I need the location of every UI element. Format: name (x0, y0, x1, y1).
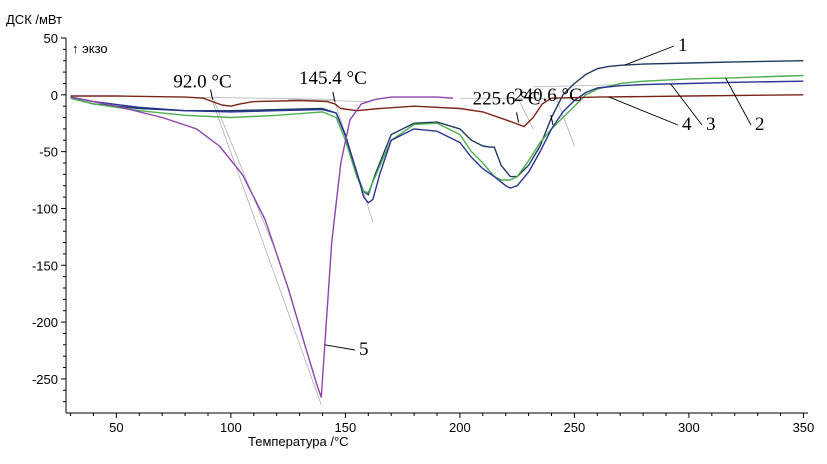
tangent-line (212, 96, 273, 243)
x-tick-label: 350 (793, 420, 815, 435)
curve-number-labels: 1 2 34 5 (324, 35, 765, 360)
y-tick-label: 50 (44, 31, 58, 46)
curve-1 (70, 60, 804, 196)
tangent-line (185, 96, 334, 100)
axes: 50 100 150 200 250 300 350 50 0 -50 -100 -150 -200 -2… (32, 31, 814, 435)
curve-number-label: 4 (682, 114, 692, 135)
onset-marker (332, 91, 336, 103)
tangent-line (518, 99, 534, 130)
y-tick-label: 0 (51, 88, 58, 103)
curve-number-label: 5 (359, 339, 369, 360)
x-axis-title: Температура /°C (248, 434, 349, 449)
x-tick-label: 250 (564, 420, 586, 435)
onset-marker (516, 112, 520, 123)
leader-line-2 (725, 77, 752, 126)
x-tick-label: 150 (335, 420, 357, 435)
tangent-line (533, 84, 621, 88)
x-tick-label: 300 (678, 420, 700, 435)
leader-line-1 (624, 45, 675, 66)
onset-label: 145.4 °C (299, 68, 367, 89)
y-tick-label: -50 (39, 145, 58, 160)
curve-number-label: 1 (678, 35, 688, 56)
exo-direction-label: ↑ экзо (72, 41, 108, 56)
onset-marker (550, 114, 554, 125)
y-tick-label: -100 (32, 201, 58, 216)
y-tick-label: -150 (32, 258, 58, 273)
onset-label: 225.6 °C (473, 88, 541, 109)
curve-2 (70, 74, 804, 194)
y-axis-title: ДСК /мВт (6, 12, 62, 27)
leader-line-3 (670, 83, 703, 126)
x-tick-label: 200 (449, 420, 471, 435)
curve-number-label: 3 (706, 114, 716, 135)
onset-marker (210, 89, 214, 100)
onset-label: 92.0 °C (173, 72, 231, 93)
y-tick-label: -200 (32, 315, 58, 330)
leader-line-5 (324, 344, 356, 351)
onset-construction-lines (185, 84, 621, 406)
y-tick-label: -250 (32, 372, 58, 387)
leader-line-4 (608, 96, 679, 126)
x-tick-label: 50 (109, 420, 123, 435)
tangent-line (288, 98, 369, 103)
tangent-line (212, 101, 322, 406)
dsc-curves (70, 60, 804, 398)
curve-3 (70, 80, 804, 204)
x-tick-label: 100 (220, 420, 242, 435)
onset-label: 240.6 °C (514, 85, 582, 106)
curve-number-label: 2 (755, 114, 765, 135)
curve-5 (70, 96, 454, 398)
